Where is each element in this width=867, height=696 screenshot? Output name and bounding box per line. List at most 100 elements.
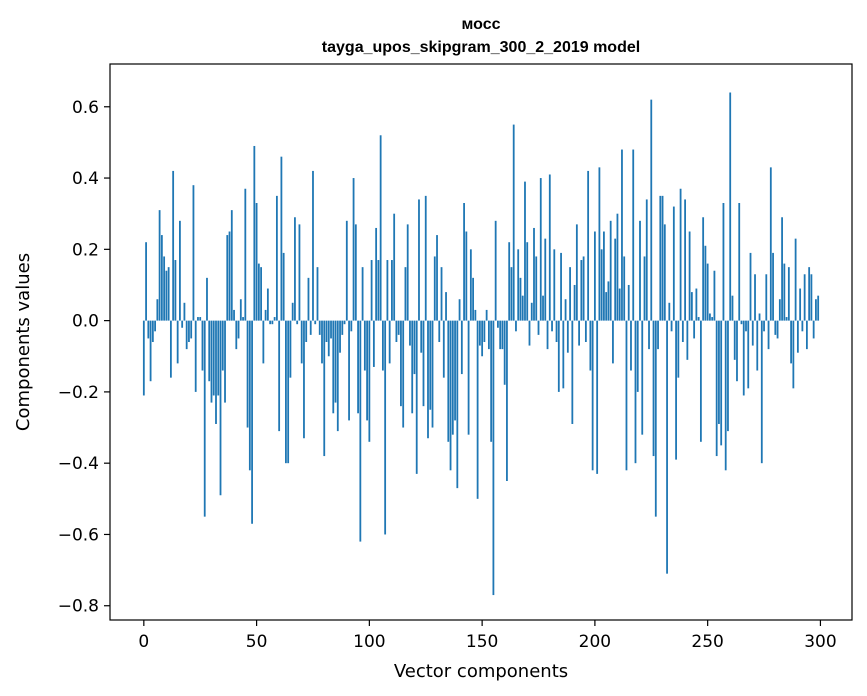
bar-192 — [575, 224, 578, 321]
bar-60 — [278, 320, 281, 432]
bar-133 — [442, 320, 445, 378]
bar-176 — [539, 178, 542, 321]
bar-197 — [587, 170, 590, 321]
bar-106 — [381, 320, 384, 371]
bar-21 — [190, 320, 193, 339]
bar-221 — [641, 320, 644, 435]
bar-42 — [237, 320, 240, 339]
bar-93 — [352, 178, 355, 321]
bar-149 — [478, 320, 481, 346]
bar-141 — [460, 320, 463, 375]
bar-154 — [490, 320, 493, 442]
bar-70 — [300, 320, 303, 364]
bar-181 — [551, 320, 553, 332]
bar-108 — [386, 260, 389, 321]
bar-52 — [260, 267, 262, 321]
bar-223 — [645, 199, 648, 321]
y-axis-ticks: 0.6 0.4 0.2 0.0 −0.2 −0.4 −0.6 −0.8 — [58, 98, 110, 617]
bar-76 — [314, 320, 317, 325]
bar-232 — [666, 320, 668, 574]
bar-158 — [499, 320, 502, 350]
bar-95 — [357, 320, 359, 414]
bar-124 — [422, 320, 425, 407]
bar-8 — [160, 235, 163, 321]
bar-215 — [627, 284, 630, 321]
bar-288 — [792, 320, 795, 389]
bar-34 — [219, 320, 222, 496]
bar-171 — [528, 320, 531, 346]
bar-170 — [526, 242, 529, 321]
chart-title-line-2: tayga_upos_skipgram_300_2_2019 model — [322, 39, 640, 56]
bar-62 — [282, 252, 285, 321]
bar-97 — [361, 267, 364, 321]
bar-209 — [614, 238, 617, 321]
bar-37 — [226, 235, 229, 321]
bar-173 — [533, 227, 535, 321]
bar-100 — [368, 320, 371, 442]
bar-227 — [654, 320, 657, 517]
bar-7 — [158, 210, 161, 321]
bar-54 — [264, 309, 267, 321]
bar-260 — [729, 92, 732, 321]
bar-64 — [287, 320, 290, 464]
bar-281 — [776, 320, 779, 339]
bar-137 — [451, 320, 454, 435]
bar-246 — [697, 317, 700, 321]
bar-191 — [573, 284, 576, 321]
bar-231 — [663, 224, 666, 321]
bar-196 — [584, 320, 587, 342]
bar-24 — [197, 317, 199, 321]
y-tick-label: 0.6 — [72, 98, 99, 118]
x-tick-label: 250 — [691, 632, 723, 652]
bar-147 — [474, 309, 477, 321]
bar-38 — [228, 231, 231, 321]
bar-279 — [772, 252, 774, 321]
bar-23 — [194, 320, 197, 392]
bar-41 — [235, 320, 238, 350]
y-tick-label: −0.2 — [58, 383, 99, 403]
bar-242 — [688, 231, 691, 321]
bar-92 — [350, 320, 353, 332]
bar-182 — [553, 249, 556, 321]
bar-20 — [188, 320, 190, 342]
bar-11 — [167, 267, 170, 321]
bar-291 — [799, 288, 802, 321]
bar-84 — [332, 320, 335, 414]
bar-33 — [217, 320, 220, 396]
bar-249 — [704, 245, 707, 321]
bar-255 — [718, 320, 720, 424]
bar-167 — [519, 277, 522, 321]
bar-240 — [684, 199, 686, 321]
bar-298 — [815, 299, 817, 321]
bar-58 — [273, 317, 276, 321]
bar-127 — [429, 320, 432, 410]
y-tick-label: −0.8 — [58, 597, 99, 617]
bar-40 — [233, 309, 235, 321]
x-tick-label: 100 — [353, 632, 385, 652]
bar-169 — [524, 181, 526, 321]
bar-136 — [449, 320, 452, 471]
bar-5 — [154, 320, 156, 332]
bar-230 — [661, 195, 664, 321]
bar-13 — [172, 170, 175, 321]
bar-19 — [185, 320, 188, 350]
bar-88 — [341, 320, 344, 335]
bar-99 — [366, 320, 368, 421]
bar-148 — [476, 320, 479, 499]
bar-236 — [675, 320, 677, 460]
bar-36 — [224, 320, 226, 403]
bar-202 — [598, 167, 601, 321]
x-tick-label: 200 — [579, 632, 611, 652]
bar-146 — [472, 277, 474, 321]
bar-235 — [672, 206, 675, 321]
bar-67 — [294, 217, 296, 321]
bar-138 — [454, 320, 456, 421]
bar-132 — [440, 267, 443, 321]
bar-15 — [176, 320, 179, 364]
bar-219 — [636, 320, 639, 392]
bar-118 — [409, 320, 411, 346]
bar-143 — [465, 231, 468, 321]
bar-89 — [343, 320, 346, 325]
bar-168 — [521, 295, 524, 321]
x-tick-label: 150 — [466, 632, 498, 652]
